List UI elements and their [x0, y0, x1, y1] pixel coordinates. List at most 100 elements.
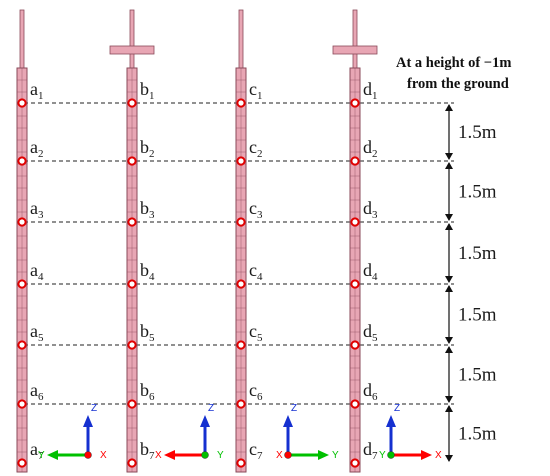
horizontal-axis-letter: Y — [38, 450, 45, 461]
point-label-b4: b4 — [140, 260, 155, 283]
pile-stem — [238, 9, 244, 69]
spacing-label: 1.5m — [458, 424, 497, 445]
arrowhead-up — [445, 346, 453, 353]
z-axis-arrow — [386, 415, 396, 427]
point-label-a2: a2 — [30, 137, 44, 160]
point-label-b7: b7 — [140, 439, 155, 462]
axis-triads: Z Y X Z X Y Z Y X Z X Y — [38, 403, 442, 461]
axis-triad-3: Z Y X — [276, 403, 339, 461]
point-label-c3: c3 — [249, 198, 263, 221]
point-label-c2: c2 — [249, 137, 263, 160]
depth-axis-origin — [84, 451, 92, 459]
spacing-label: 1.5m — [458, 243, 497, 264]
depth-axis-origin — [284, 451, 292, 459]
arrowhead-up — [445, 405, 453, 412]
measure-point-b7 — [127, 458, 137, 468]
measure-point-d7 — [350, 458, 360, 468]
measure-point-b3 — [127, 217, 137, 227]
measure-point-d2 — [350, 156, 360, 166]
spacing-dimension-5: 1.5m — [445, 346, 497, 403]
pile-c — [235, 9, 247, 473]
measure-point-d4 — [350, 279, 360, 289]
point-label-d5: d5 — [363, 321, 378, 344]
spacing-label: 1.5m — [458, 305, 497, 326]
arrowhead-down — [445, 396, 453, 403]
horizontal-axis-arrow — [421, 450, 432, 460]
horizontal-axis-letter: X — [155, 450, 162, 461]
arrowhead-up — [445, 285, 453, 292]
pile-stem — [352, 9, 358, 69]
measure-point-b1 — [127, 98, 137, 108]
spacing-dimensions: 1.5m 1.5m 1.5m 1.5m 1.5m 1.5m — [445, 104, 497, 462]
arrowhead-down — [445, 455, 453, 462]
point-label-d6: d6 — [363, 380, 378, 403]
spacing-label: 1.5m — [458, 365, 497, 386]
header-line-2: from the ground — [407, 76, 509, 92]
spacing-dimension-6: 1.5m — [445, 405, 497, 462]
point-label-a3: a3 — [30, 198, 44, 221]
measure-point-c4 — [236, 279, 246, 289]
measure-point-a2 — [17, 156, 27, 166]
point-label-b2: b2 — [140, 137, 155, 160]
arrowhead-down — [445, 153, 453, 160]
horizontal-axis-arrow — [164, 450, 175, 460]
measure-point-c3 — [236, 217, 246, 227]
spacing-label: 1.5m — [458, 122, 497, 143]
depth-axis-letter: X — [276, 450, 283, 461]
measure-point-d6 — [350, 399, 360, 409]
z-axis-arrow — [200, 415, 210, 427]
measure-point-c1 — [236, 98, 246, 108]
measure-point-c5 — [236, 340, 246, 350]
piles — [16, 9, 378, 473]
point-label-d3: d3 — [363, 198, 378, 221]
pile-a — [16, 9, 28, 473]
axis-triad-2: Z X Y — [155, 403, 224, 461]
point-label-b5: b5 — [140, 321, 155, 344]
depth-axis-letter: Y — [379, 450, 386, 461]
horizontal-axis-arrow — [318, 450, 329, 460]
measure-point-b5 — [127, 340, 137, 350]
axis-triad-4: Z X Y — [379, 403, 442, 461]
measure-point-b6 — [127, 399, 137, 409]
point-label-d1: d1 — [363, 79, 378, 102]
point-label-a6: a6 — [30, 380, 44, 403]
point-label-b1: b1 — [140, 79, 155, 102]
z-axis-arrow — [283, 415, 293, 427]
measure-point-c7 — [236, 458, 246, 468]
point-label-b6: b6 — [140, 380, 155, 403]
pile-crossbar — [332, 45, 378, 55]
point-label-c6: c6 — [249, 380, 263, 403]
measure-point-a3 — [17, 217, 27, 227]
spacing-dimension-3: 1.5m — [445, 223, 497, 283]
measure-point-a6 — [17, 399, 27, 409]
spacing-dimension-4: 1.5m — [445, 285, 497, 344]
pile-d — [332, 9, 378, 473]
point-label-a5: a5 — [30, 321, 44, 344]
z-axis-letter: Z — [291, 403, 297, 414]
measure-point-c2 — [236, 156, 246, 166]
arrowhead-down — [445, 214, 453, 221]
measure-point-b4 — [127, 279, 137, 289]
spacing-dimension-1: 1.5m — [445, 104, 497, 160]
measure-point-d1 — [350, 98, 360, 108]
point-label-c7: c7 — [249, 439, 263, 462]
point-label-a1: a1 — [30, 79, 44, 102]
arrowhead-up — [445, 223, 453, 230]
measure-point-d5 — [350, 340, 360, 350]
pile-crossbar — [109, 45, 155, 55]
pile-b — [109, 9, 155, 473]
measure-point-a7 — [17, 458, 27, 468]
measure-point-d3 — [350, 217, 360, 227]
pile-stem — [129, 9, 135, 69]
height-reference-lines — [24, 102, 454, 405]
point-label-c4: c4 — [249, 260, 263, 283]
measure-point-c6 — [236, 399, 246, 409]
arrowhead-down — [445, 276, 453, 283]
horizontal-axis-arrow — [47, 450, 58, 460]
spacing-dimension-2: 1.5m — [445, 162, 497, 221]
point-label-b3: b3 — [140, 198, 155, 221]
z-axis-letter: Z — [91, 403, 97, 414]
header-line-1: At a height of −1m — [396, 55, 511, 71]
spacing-label: 1.5m — [458, 182, 497, 203]
